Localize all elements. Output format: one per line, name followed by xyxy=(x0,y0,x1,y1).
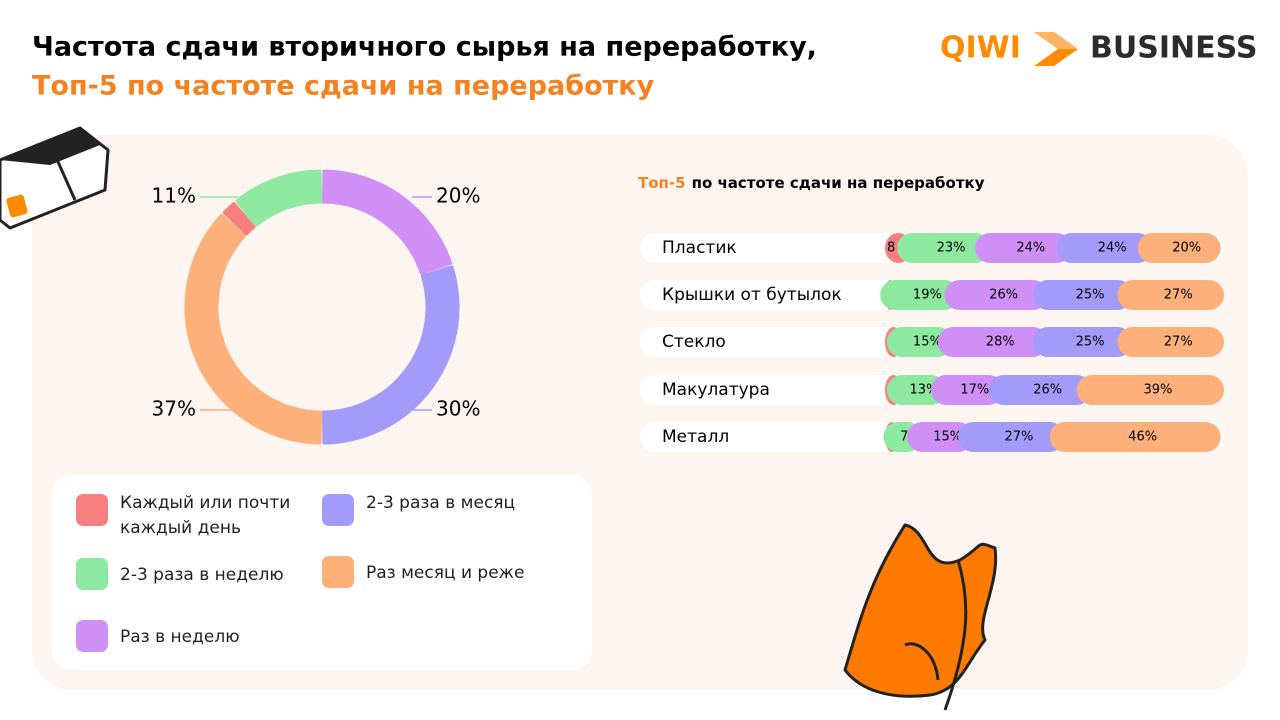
value-label: 25% xyxy=(1076,335,1105,350)
donut-segment xyxy=(235,169,323,227)
bar-segment xyxy=(1117,280,1224,310)
bar-segment xyxy=(1032,327,1133,357)
legend-label: 2-3 раза в неделю xyxy=(120,565,284,585)
bar-segment xyxy=(975,233,1072,263)
bar-segment xyxy=(937,327,1048,357)
donut-label: 20% xyxy=(436,184,480,208)
value-label: 15% xyxy=(913,335,942,350)
donut-label: 37% xyxy=(152,397,196,421)
value-label: 19% xyxy=(913,288,942,303)
value-label: 24% xyxy=(1016,241,1045,256)
bar-segment xyxy=(907,422,974,452)
legend-label: 2-3 раза в месяц xyxy=(366,493,516,513)
donut-segment xyxy=(222,201,256,236)
legend-item: 2-3 раза в месяц xyxy=(322,493,552,526)
value-label: 17% xyxy=(960,383,989,398)
legend-swatch xyxy=(76,620,108,652)
legend-swatch xyxy=(322,556,354,588)
legend-item: Каждый или почти каждый день xyxy=(76,493,306,541)
bar-segment xyxy=(886,327,953,357)
page-subtitle: Топ-5 по частоте сдачи на переработку xyxy=(32,71,655,102)
category-label: Пластик xyxy=(662,238,737,258)
category-label: Крышки от бутылок xyxy=(662,285,842,305)
legend-swatch xyxy=(322,494,354,526)
donut-segment xyxy=(184,213,323,445)
value-label: 26% xyxy=(989,288,1018,303)
bar-segment xyxy=(886,375,947,405)
value-label: 39% xyxy=(1143,383,1172,398)
bar-segment xyxy=(897,233,991,263)
legend-swatch xyxy=(76,558,108,590)
bar-segment xyxy=(1137,233,1221,263)
value-label: 20% xyxy=(1172,241,1201,256)
bar-segment xyxy=(880,280,960,310)
value-label: 13% xyxy=(910,383,939,398)
bar-segment xyxy=(958,422,1065,452)
logo-product: BUSINESS xyxy=(1090,31,1257,66)
page-title: Частота сдачи вторичного сырья на перера… xyxy=(32,32,817,63)
legend-item: Раз в неделю xyxy=(76,620,306,652)
legend-label: Каждый или почти каждый день xyxy=(120,493,291,538)
legend-swatch xyxy=(76,494,108,526)
legend-item: 2-3 раза в неделю xyxy=(76,558,306,590)
donut-label: 11% xyxy=(152,184,196,208)
legend-label: Раз месяц и реже xyxy=(366,563,525,583)
bar-segment xyxy=(1117,327,1224,357)
legend-label: Раз в неделю xyxy=(120,627,240,647)
value-label: 46% xyxy=(1128,430,1157,445)
bar-segment xyxy=(1076,375,1224,405)
value-label: 23% xyxy=(937,241,966,256)
value-label: 26% xyxy=(1033,383,1062,398)
category-label: Стекло xyxy=(662,332,726,352)
value-label: 27% xyxy=(1164,288,1193,303)
category-label: Металл xyxy=(662,427,729,447)
value-label: 27% xyxy=(1004,430,1033,445)
bar-segment xyxy=(931,375,1004,405)
value-label: 27% xyxy=(1164,335,1193,350)
bar-segment xyxy=(1056,233,1153,263)
box-icon xyxy=(0,126,110,230)
bar-title: Топ-5 по частоте сдачи на переработку xyxy=(638,174,985,192)
bar-segment xyxy=(988,375,1092,405)
value-label: 24% xyxy=(1098,241,1127,256)
donut-segment xyxy=(321,265,460,445)
category-label: Макулатура xyxy=(662,380,770,400)
bar-title-text: по частоте сдачи на переработку xyxy=(692,174,985,192)
bar-segment xyxy=(1049,422,1221,452)
logo-arrow-light xyxy=(1034,32,1078,49)
value-label: 28% xyxy=(986,335,1015,350)
bar-segment xyxy=(1032,280,1133,310)
logo-brand: QIWI xyxy=(940,31,1021,66)
bar-title-highlight: Топ-5 xyxy=(638,174,686,192)
bar-segment xyxy=(944,280,1048,310)
donut-label: 30% xyxy=(436,397,480,421)
value-label: 25% xyxy=(1076,288,1105,303)
value-label: 15% xyxy=(933,430,962,445)
value-label: 8 xyxy=(887,241,895,256)
bag-icon xyxy=(843,523,998,711)
legend-item: Раз месяц и реже xyxy=(322,556,552,588)
donut-segment xyxy=(321,169,453,275)
